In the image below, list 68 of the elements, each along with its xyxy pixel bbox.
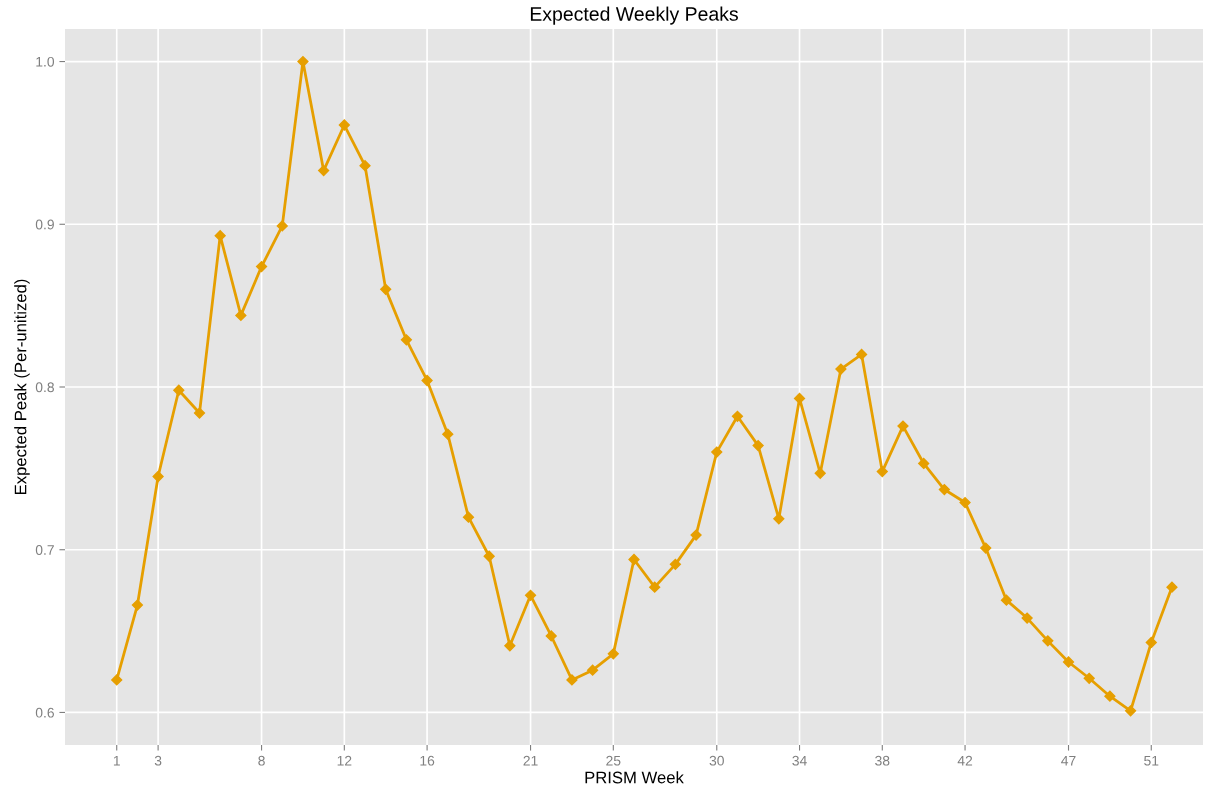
point xyxy=(649,581,661,593)
point xyxy=(338,119,350,131)
point xyxy=(483,550,495,562)
point xyxy=(1021,612,1033,624)
x-tick-label: 1 xyxy=(113,755,120,766)
point xyxy=(1145,636,1157,649)
y-axis-title: Expected Peak (Per-unitized) xyxy=(14,279,30,495)
point xyxy=(235,309,247,322)
x-tick-label: 8 xyxy=(258,755,265,766)
point xyxy=(276,220,288,232)
x-tick-label: 21 xyxy=(523,755,538,766)
x-tick-label: 47 xyxy=(1061,755,1076,766)
x-tick-label: 38 xyxy=(875,755,890,766)
point xyxy=(380,283,392,295)
y-tick-label: 0.8 xyxy=(35,382,54,393)
x-axis-title: PRISM Week xyxy=(585,771,684,784)
point xyxy=(524,589,537,601)
x-tick-label: 51 xyxy=(1144,755,1159,766)
point xyxy=(607,648,619,660)
point xyxy=(462,511,475,523)
point xyxy=(669,558,681,570)
point xyxy=(938,483,950,496)
point xyxy=(131,599,144,611)
point xyxy=(1000,594,1013,606)
x-tick-label: 12 xyxy=(337,755,352,766)
point xyxy=(1062,656,1075,668)
point xyxy=(421,374,433,387)
point xyxy=(255,260,268,273)
point xyxy=(173,384,185,396)
y-tick-label: 0.9 xyxy=(35,219,54,230)
point xyxy=(1042,635,1054,647)
point xyxy=(690,529,702,541)
point xyxy=(504,640,516,652)
point xyxy=(959,496,971,509)
x-tick-label: 30 xyxy=(709,755,724,766)
point xyxy=(193,407,206,419)
point xyxy=(1104,690,1116,702)
point xyxy=(1124,705,1137,717)
x-tick-label: 34 xyxy=(792,755,807,766)
point xyxy=(752,439,764,452)
y-tick-label: 0.6 xyxy=(35,707,54,718)
x-tick-label: 42 xyxy=(957,755,973,766)
point xyxy=(918,457,930,470)
point xyxy=(152,470,164,483)
point xyxy=(980,542,992,554)
point xyxy=(876,466,888,478)
point xyxy=(711,446,723,458)
x-tick-label: 16 xyxy=(420,755,435,766)
point xyxy=(628,553,640,566)
point xyxy=(1083,672,1095,684)
point xyxy=(587,664,599,676)
chart-title: Expected Weekly Peaks xyxy=(530,6,738,25)
y-tick-label: 1.0 xyxy=(36,56,55,67)
point xyxy=(359,160,371,172)
point xyxy=(442,428,454,440)
point xyxy=(318,164,330,177)
point xyxy=(835,363,847,375)
point xyxy=(1166,581,1178,593)
point xyxy=(545,630,557,642)
y-tick-label: 0.7 xyxy=(35,545,54,555)
point xyxy=(111,674,123,686)
point xyxy=(731,410,744,422)
point xyxy=(855,348,868,361)
point xyxy=(566,674,578,686)
point xyxy=(793,392,806,404)
point xyxy=(400,334,413,346)
x-tick-label: 25 xyxy=(606,755,621,766)
x-tick-label: 3 xyxy=(154,755,162,766)
